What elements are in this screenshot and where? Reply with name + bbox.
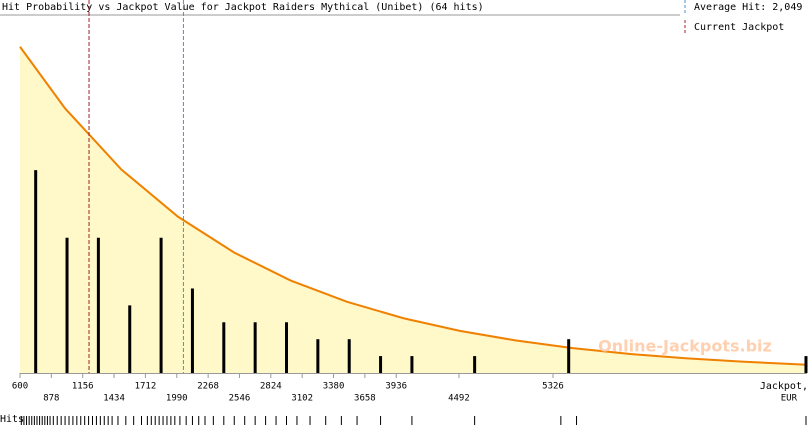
watermark: Online-Jackpots.biz bbox=[598, 337, 772, 356]
x-tick-label: 1156 bbox=[72, 382, 94, 392]
x-tick-label: 3380 bbox=[323, 382, 345, 392]
chart-title: Hit Probability vs Jackpot Value for Jac… bbox=[2, 2, 484, 13]
x-tick-label: 2268 bbox=[197, 382, 219, 392]
x-tick-label: 2824 bbox=[260, 382, 282, 392]
bar bbox=[567, 339, 571, 373]
rug-label: Hits bbox=[0, 414, 24, 425]
x-axis-unit: EUR bbox=[781, 394, 798, 404]
bar bbox=[222, 322, 226, 373]
bar bbox=[379, 356, 383, 373]
curve-line bbox=[19, 46, 808, 366]
bar bbox=[347, 339, 351, 373]
x-tick-label: 2546 bbox=[229, 394, 251, 404]
x-tick-label: 3102 bbox=[291, 394, 313, 404]
bar bbox=[190, 288, 194, 373]
bar bbox=[316, 339, 320, 373]
bar bbox=[410, 356, 414, 373]
bar bbox=[96, 237, 100, 373]
x-tick-label: 1712 bbox=[135, 382, 157, 392]
bar bbox=[65, 237, 69, 373]
x-tick-label: 1990 bbox=[166, 394, 188, 404]
x-tick-label: 4492 bbox=[448, 394, 470, 404]
bar bbox=[34, 170, 38, 373]
legend-label: Average Hit: 2,049 bbox=[694, 2, 802, 13]
x-tick-label: 878 bbox=[43, 394, 59, 404]
bar bbox=[253, 322, 257, 373]
legend-label: Current Jackpot bbox=[694, 22, 784, 33]
bar bbox=[128, 305, 132, 373]
x-tick-label: 1434 bbox=[103, 394, 125, 404]
x-tick-label: 3936 bbox=[385, 382, 407, 392]
x-tick-label: 600 bbox=[12, 382, 28, 392]
x-tick-label: 5326 bbox=[542, 382, 564, 392]
x-tick-label: 3658 bbox=[354, 394, 376, 404]
x-axis-label: Jackpot, bbox=[760, 381, 808, 392]
curve-area bbox=[20, 46, 807, 373]
bar bbox=[804, 356, 808, 373]
bar bbox=[159, 237, 163, 373]
bar bbox=[285, 322, 289, 373]
bar bbox=[473, 356, 477, 373]
